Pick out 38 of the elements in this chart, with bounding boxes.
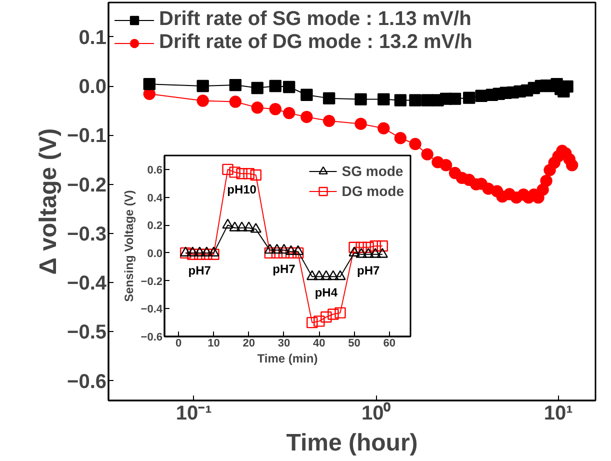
y-tick-label: 0.0	[147, 248, 163, 260]
x-tick-label: 10¹	[544, 402, 574, 424]
y-tick-label: 0.2	[147, 220, 163, 232]
y-axis-title: Sensing Voltage (V)	[122, 190, 136, 302]
y-tick-label: −0.1	[67, 125, 106, 148]
y-tick-label: −0.4	[67, 272, 108, 295]
y-axis-title: Δ voltage (V)	[35, 128, 62, 275]
x-tick-label: 10⁻¹	[176, 402, 212, 424]
x-tick-label: 0	[176, 338, 182, 350]
y-tick-label: 0.4	[147, 192, 164, 204]
annotation: pH10	[227, 182, 257, 197]
x-tick-label: 30	[278, 338, 290, 350]
x-tick-label: 10	[208, 338, 220, 350]
x-tick-label: 40	[313, 338, 326, 350]
y-tick-label: −0.2	[67, 174, 106, 196]
y-tick-label: −0.6	[67, 370, 106, 393]
legend-label: DG mode	[342, 183, 404, 199]
y-tick-label: −0.5	[67, 322, 106, 344]
x-axis-title: Time (hour)	[286, 430, 418, 456]
annotation: pH7	[188, 263, 212, 278]
legend-label: Drift rate of SG mode : 1.13 mV/h	[159, 8, 472, 31]
x-tick-label: 20	[242, 338, 255, 350]
x-tick-label: 50	[348, 338, 360, 350]
annotation: pH7	[272, 262, 296, 276]
x-tick-label: 60	[383, 338, 396, 350]
y-tick-label: 0.1	[78, 26, 107, 49]
y-tick-label: −0.6	[140, 332, 163, 344]
legend-label: Drift rate of DG mode : 13.2 mV/h	[159, 31, 472, 54]
legend-label: SG mode	[342, 163, 404, 179]
annotation: pH4	[314, 286, 338, 300]
y-tick-label: −0.4	[140, 304, 164, 316]
y-tick-label: −0.3	[67, 223, 106, 246]
y-tick-label: 0.6	[147, 164, 163, 176]
y-tick-label: −0.2	[140, 276, 163, 288]
x-axis-title: Time (min)	[257, 352, 318, 366]
annotation: pH7	[356, 263, 380, 278]
y-tick-label: 0.0	[78, 76, 107, 98]
x-tick-label: 10⁰	[361, 402, 391, 424]
